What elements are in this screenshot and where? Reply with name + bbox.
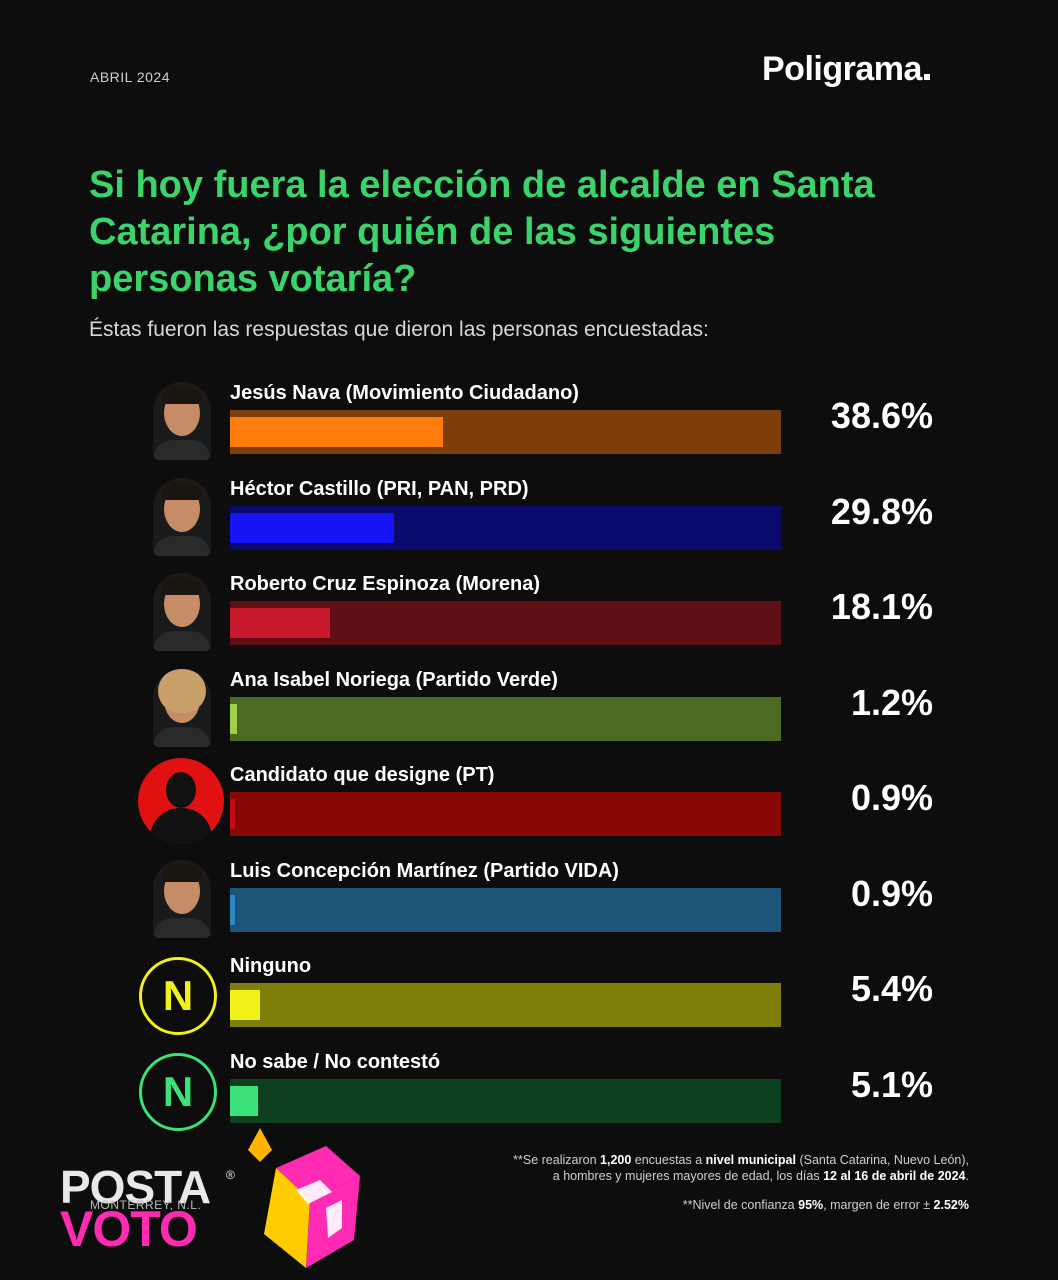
watermark-location: MONTERREY, N.L. <box>90 1198 202 1212</box>
value-label: 5.4% <box>850 968 933 1009</box>
footnote-confidence: **Nivel de confianza 95%, margen de erro… <box>683 1198 969 1212</box>
watermark-registered: ® <box>226 1168 235 1182</box>
bar <box>230 799 235 829</box>
footnote-sample: **Se realizaron 1,200 encuestas a nivel … <box>449 1152 969 1184</box>
n-badge-icon: N <box>139 1052 217 1131</box>
category-label: No sabe / No contestó <box>230 1050 441 1073</box>
bar-track <box>230 505 781 550</box>
category-label: Candidato que designe (PT) <box>230 764 495 786</box>
bar <box>230 608 330 638</box>
bar-track <box>230 792 781 836</box>
category-label: Roberto Cruz Espinoza (Morena) <box>230 573 541 595</box>
value-label: 38.6% <box>830 395 933 436</box>
category-label: Jesús Nava (Movimiento Ciudadano) <box>230 382 579 404</box>
category-label: Ninguno <box>230 955 312 977</box>
brand-dot <box>923 74 930 80</box>
footnote-text: **Nivel de confianza <box>682 1198 799 1212</box>
value-label: 29.8% <box>830 490 933 532</box>
bar-track <box>230 983 781 1027</box>
bar <box>230 1085 259 1116</box>
candidate-photo <box>153 859 211 938</box>
footnote-level: nivel municipal <box>705 1153 796 1167</box>
n-badge-icon: N <box>139 957 217 1035</box>
footnote-count: 1,200 <box>600 1153 632 1167</box>
bar <box>230 703 237 734</box>
value-label: 0.9% <box>850 777 933 818</box>
value-label: 5.1% <box>850 1063 933 1105</box>
bar <box>230 417 443 447</box>
category-label: Luis Concepción Martínez (Partido VIDA) <box>230 859 619 882</box>
bar-track <box>230 410 781 454</box>
silhouette-icon <box>138 758 224 844</box>
survey-question: Si hoy fuera la elección de alcalde en S… <box>89 164 875 300</box>
date-label: ABRIL 2024 <box>90 69 170 85</box>
candidate-photo <box>153 382 211 460</box>
value-label: 18.1% <box>830 586 933 627</box>
category-label: Héctor Castillo (PRI, PAN, PRD) <box>230 477 529 500</box>
watermark-voto: VOTO <box>60 1201 198 1257</box>
bar-track <box>230 887 781 932</box>
candidate-photo <box>153 573 211 651</box>
footnote-margin-value: 2.52% <box>933 1198 969 1212</box>
category-label: Ana Isabel Noriega (Partido Verde) <box>230 668 558 691</box>
brand-logo: Poligrama <box>762 50 930 89</box>
bar-track <box>230 601 781 645</box>
cube-24-logo-icon <box>248 1128 360 1268</box>
footnote-text: a hombres y mujeres mayores de edad, los… <box>552 1169 824 1183</box>
bar <box>230 990 260 1020</box>
bar <box>230 512 395 543</box>
value-label: 0.9% <box>850 872 933 914</box>
bar-track <box>230 1078 781 1123</box>
watermark-posta: POSTA <box>60 1161 211 1213</box>
footnote-confidence-value: 95% <box>798 1198 824 1212</box>
footnote-text: (Santa Catarina, Nuevo León), <box>795 1153 969 1167</box>
candidate-photo <box>153 668 211 747</box>
bar <box>230 894 235 925</box>
value-label: 1.2% <box>850 681 933 723</box>
footnote-text: , margen de error ± <box>823 1198 934 1212</box>
footnote-text: . <box>965 1169 969 1183</box>
footnote-dates: 12 al 16 de abril de 2024 <box>823 1169 966 1183</box>
survey-subtitle: Éstas fueron las respuestas que dieron l… <box>89 318 709 341</box>
bar-track <box>230 696 781 741</box>
candidate-photo <box>153 477 211 556</box>
footnote-text: **Se realizaron <box>513 1153 601 1167</box>
brand-name: Poligrama <box>762 50 922 88</box>
footnote-text: encuestas a <box>631 1153 706 1167</box>
